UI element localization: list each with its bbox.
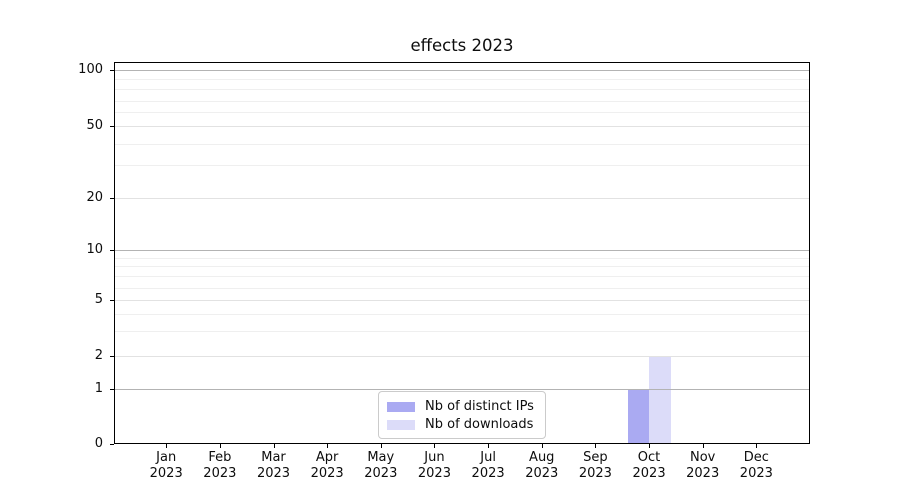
x-tick-month: Feb xyxy=(208,450,232,465)
x-tick-label: Sep 2023 xyxy=(563,450,627,482)
x-tick-month: Oct xyxy=(637,450,661,465)
x-tick-month: Jun xyxy=(424,450,445,465)
gridline-minor xyxy=(115,276,809,277)
gridline-minor xyxy=(115,313,809,315)
y-tick-mark xyxy=(110,126,114,127)
x-tick-year: 2023 xyxy=(471,466,505,481)
x-tick-label: Aug 2023 xyxy=(510,450,574,482)
x-tick-year: 2023 xyxy=(632,466,666,481)
bar-nb-of-distinct-ips xyxy=(627,389,650,443)
y-tick-label: 100 xyxy=(78,62,103,77)
x-tick-mark xyxy=(434,444,436,448)
gridline-major xyxy=(115,356,809,357)
x-tick-mark xyxy=(380,444,382,448)
x-tick-month: Dec xyxy=(743,450,769,465)
y-tick-label: 5 xyxy=(94,292,103,307)
y-tick-mark xyxy=(110,356,114,357)
y-tick-label: 1 xyxy=(94,381,103,396)
y-tick-mark xyxy=(110,197,114,199)
y-tick-mark xyxy=(110,300,114,301)
y-tick-mark xyxy=(110,250,114,251)
x-tick-mark xyxy=(595,444,597,448)
gridline-minor xyxy=(115,100,809,102)
gridline-minor xyxy=(115,257,809,259)
x-tick-mark xyxy=(756,444,758,448)
gridline-major xyxy=(115,126,809,127)
x-tick-month: Apr xyxy=(315,450,339,465)
x-tick-label: Dec 2023 xyxy=(724,450,788,482)
x-tick-label: Jan 2023 xyxy=(134,450,198,482)
x-tick-year: 2023 xyxy=(256,466,291,481)
y-tick-label: 50 xyxy=(86,118,103,133)
x-tick-label: May 2023 xyxy=(349,450,413,482)
y-tick-label: 0 xyxy=(94,435,103,451)
gridline-minor xyxy=(115,78,809,80)
x-tick-label: Oct 2023 xyxy=(617,450,681,482)
gridline-minor xyxy=(115,287,809,289)
x-tick-year: 2023 xyxy=(739,466,773,481)
legend-label: Nb of distinct IPs xyxy=(425,399,534,414)
x-tick-month: Nov xyxy=(690,450,716,465)
legend-entry-nb-of-distinct-ips: Nb of distinct IPs xyxy=(387,398,537,415)
x-tick-label: Feb 2023 xyxy=(188,450,252,482)
gridline-major xyxy=(115,250,809,251)
legend-swatch xyxy=(387,419,415,430)
gridline-major xyxy=(115,70,809,71)
y-tick-mark xyxy=(110,70,114,71)
legend-label: Nb of downloads xyxy=(425,417,534,432)
x-tick-mark xyxy=(649,444,651,448)
x-tick-mark xyxy=(166,444,168,448)
x-tick-month: May xyxy=(367,450,395,465)
legend-swatch xyxy=(387,401,415,412)
gridline-minor xyxy=(115,112,809,113)
gridline-minor xyxy=(115,266,809,267)
gridline-minor xyxy=(115,89,809,90)
x-tick-mark xyxy=(219,444,221,448)
x-tick-label: Nov 2023 xyxy=(671,450,735,482)
gridline-major xyxy=(115,197,809,199)
gridline-minor xyxy=(115,331,809,332)
x-tick-year: 2023 xyxy=(525,466,559,481)
legend: Nb of distinct IPs Nb of downloads xyxy=(378,391,546,439)
y-tick-mark xyxy=(110,443,114,445)
gridline-major xyxy=(115,300,809,301)
gridline-minor xyxy=(115,165,809,166)
x-tick-month: Mar xyxy=(261,450,286,465)
x-tick-month: Aug xyxy=(529,450,555,465)
bar-nb-of-downloads xyxy=(649,356,671,443)
x-tick-year: 2023 xyxy=(310,466,344,481)
x-tick-year: 2023 xyxy=(417,466,451,481)
plot-area xyxy=(114,62,810,444)
x-tick-month: Jul xyxy=(480,450,496,465)
x-tick-year: 2023 xyxy=(149,466,183,481)
x-tick-year: 2023 xyxy=(686,466,720,481)
y-tick-label: 2 xyxy=(94,348,103,363)
y-tick-mark xyxy=(110,389,114,390)
x-tick-mark xyxy=(273,444,275,448)
y-tick-label: 20 xyxy=(86,189,103,205)
x-tick-mark xyxy=(327,444,329,448)
x-tick-month: Jan xyxy=(156,450,177,465)
x-tick-year: 2023 xyxy=(203,466,237,481)
x-tick-mark xyxy=(702,444,704,448)
x-tick-label: Mar 2023 xyxy=(242,450,306,482)
gridline-minor xyxy=(115,143,809,145)
legend-entry-nb-of-downloads: Nb of downloads xyxy=(387,416,537,433)
x-tick-month: Sep xyxy=(583,450,608,465)
x-tick-label: Jun 2023 xyxy=(402,450,466,482)
x-tick-mark xyxy=(488,444,490,448)
x-tick-mark xyxy=(541,444,543,448)
y-tick-label: 10 xyxy=(86,242,103,257)
gridline-major xyxy=(115,389,809,390)
x-tick-label: Jul 2023 xyxy=(456,450,520,482)
x-tick-year: 2023 xyxy=(364,466,398,481)
x-tick-label: Apr 2023 xyxy=(295,450,359,482)
x-tick-year: 2023 xyxy=(578,466,612,481)
chart-title: effects 2023 xyxy=(410,36,514,55)
